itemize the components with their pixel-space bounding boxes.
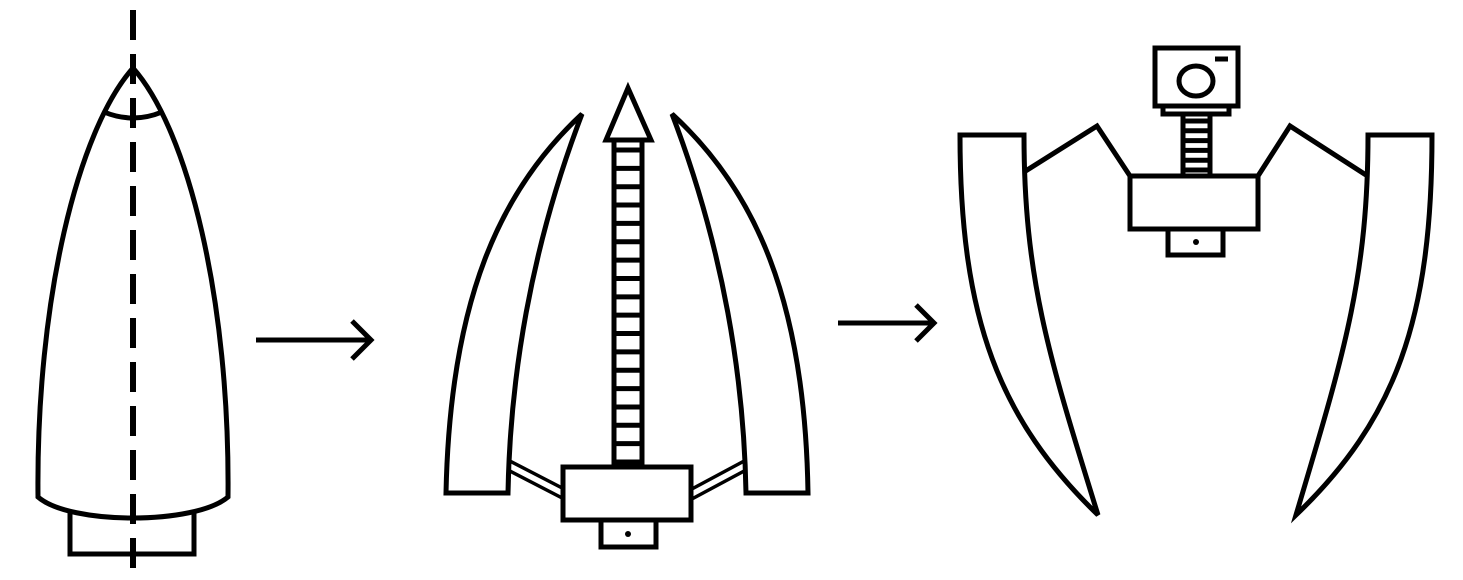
deploying-right-link	[689, 458, 747, 502]
deployed-stem-rungs	[1183, 118, 1210, 173]
deployed-right-petal	[1290, 132, 1435, 524]
deploying-foot-dot	[625, 531, 631, 537]
deployed-left-petal	[957, 132, 1101, 517]
camera-icon	[1152, 45, 1241, 117]
deployed-right-arm	[1255, 122, 1368, 178]
stage-stowed	[35, 10, 231, 568]
deploying-hub	[560, 464, 694, 523]
deployed-left-arm	[1022, 122, 1133, 178]
deployed-foot-dot	[1193, 239, 1199, 245]
deploying-left-petal	[443, 112, 585, 496]
stage-deployed	[957, 45, 1435, 524]
deploying-mast-tip	[602, 81, 655, 143]
deploying-right-petal	[669, 112, 811, 496]
arrow-2	[838, 303, 938, 343]
deploying-rack-rungs	[614, 147, 642, 465]
deploying-left-link	[507, 458, 567, 502]
deployed-hub	[1127, 173, 1261, 232]
arrow-1	[256, 319, 375, 361]
stage-deploying	[443, 81, 811, 550]
